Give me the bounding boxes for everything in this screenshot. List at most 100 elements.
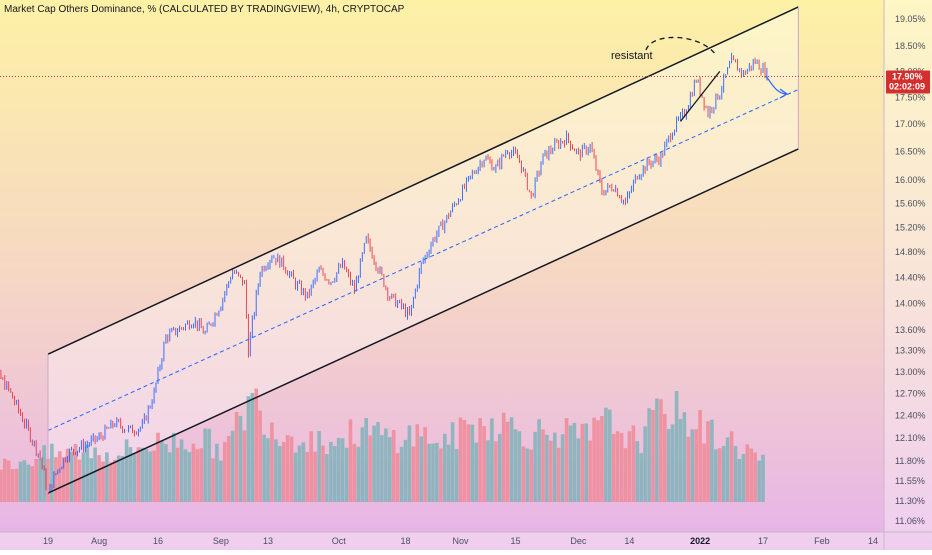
volume-bar xyxy=(615,431,620,502)
volume-bar xyxy=(3,458,7,502)
trend-segment[interactable] xyxy=(679,70,721,122)
x-tick-label: Sep xyxy=(213,536,229,546)
volume-bar xyxy=(553,432,557,502)
volume-bar xyxy=(761,454,765,502)
y-tick-label: 17.50% xyxy=(895,92,926,102)
volume-bar xyxy=(541,429,545,502)
volume-bar xyxy=(289,436,294,502)
y-tick-label: 18.50% xyxy=(895,41,926,51)
volume-bar xyxy=(65,448,70,502)
volume-bar xyxy=(384,428,388,502)
volume-bar xyxy=(348,419,353,502)
volume-bar xyxy=(737,459,742,502)
volume-bar xyxy=(745,444,750,502)
volume-bar xyxy=(191,443,196,502)
x-tick-label: 13 xyxy=(263,536,273,546)
volume-bar xyxy=(250,393,255,502)
volume-bar xyxy=(183,449,188,502)
volume-bar xyxy=(168,452,172,502)
x-tick-label: 2022 xyxy=(690,536,710,546)
volume-bar xyxy=(600,416,604,502)
volume-bar xyxy=(655,398,659,502)
volume-bar xyxy=(521,446,526,502)
volume-bar xyxy=(226,436,231,502)
volume-bar xyxy=(293,452,298,502)
time-axis[interactable]: 19 Aug 16 Sep 13 Oct 18 Nov 15 Dec 14 2022 17 Feb 14 xyxy=(43,536,878,546)
drawings[interactable] xyxy=(645,36,789,122)
volume-bar xyxy=(219,460,223,502)
volume-bar xyxy=(608,409,612,502)
volume-bar xyxy=(718,448,722,502)
volume-bar xyxy=(529,449,533,502)
volume-bar xyxy=(576,438,581,502)
x-tick-label: Dec xyxy=(570,536,587,546)
volume-bar xyxy=(639,453,643,502)
x-tick-label: 17 xyxy=(758,536,768,546)
projection-path[interactable] xyxy=(765,75,787,95)
volume-bar xyxy=(368,435,372,502)
volume-bar xyxy=(140,447,145,502)
channel-lower-line[interactable] xyxy=(47,148,799,494)
volume-bar xyxy=(360,427,365,502)
volume-bar xyxy=(659,399,663,502)
volume-bar xyxy=(682,412,687,502)
volume-bar xyxy=(509,417,514,502)
volume-bar xyxy=(427,443,431,502)
volume-bar xyxy=(435,442,439,502)
volume-bar xyxy=(623,448,628,502)
y-tick-label: 13.60% xyxy=(895,325,926,335)
volume-bar xyxy=(753,452,757,502)
volume-bar xyxy=(336,437,341,502)
volume-bar xyxy=(77,459,82,502)
volume-bar xyxy=(686,436,691,502)
volume-bar xyxy=(93,447,97,502)
volume-bar xyxy=(572,423,577,502)
volume-bar xyxy=(698,410,702,502)
volume-bar xyxy=(663,413,667,502)
resistant-label[interactable]: resistant xyxy=(611,50,653,62)
time-axis-background[interactable] xyxy=(0,532,932,550)
x-tick-label: 16 xyxy=(153,536,163,546)
volume-bar xyxy=(486,440,490,502)
channel-upper-line[interactable] xyxy=(47,6,799,355)
x-tick-label: 14 xyxy=(624,536,634,546)
volume-bar xyxy=(175,447,180,502)
volume-bar xyxy=(721,446,726,502)
volume-bar xyxy=(694,429,698,502)
volume-bar xyxy=(478,418,482,502)
volume-bar xyxy=(144,449,148,502)
volume-bar xyxy=(391,430,396,502)
candle-countdown-label: 02:02:09 xyxy=(889,82,925,92)
volume-bar xyxy=(710,419,714,502)
volume-bar xyxy=(89,458,93,502)
volume-bar xyxy=(297,445,302,502)
volume-bar xyxy=(242,430,247,502)
volume-bar xyxy=(588,440,592,502)
volume-bar xyxy=(148,451,152,502)
volume-bar xyxy=(266,438,270,502)
volume-bar xyxy=(199,448,203,502)
volume-bar xyxy=(58,451,62,502)
x-tick-label: Nov xyxy=(452,536,469,546)
volume-bar xyxy=(211,458,215,502)
volume-bar xyxy=(262,434,266,502)
volume-bar xyxy=(285,435,290,502)
price-tag-background xyxy=(886,70,930,94)
volume-bar xyxy=(281,442,286,502)
volume-bar xyxy=(38,459,42,502)
volume-bar xyxy=(592,417,596,502)
volume-bar xyxy=(73,444,78,502)
channel-mid-line[interactable] xyxy=(47,89,799,431)
y-tick-label: 13.00% xyxy=(895,367,926,377)
volume-bar xyxy=(22,460,27,502)
volume-bar xyxy=(6,460,11,502)
volume-bar xyxy=(678,418,683,502)
channel-lines[interactable] xyxy=(0,6,884,494)
y-tick-label: 14.40% xyxy=(895,272,926,282)
volume-bar xyxy=(490,418,494,502)
current-price-tag: 17.90% 02:02:09 xyxy=(886,70,930,94)
volume-bar xyxy=(171,432,176,502)
price-axis[interactable]: 19.05%18.50%18.00%17.50%17.00%16.50%16.0… xyxy=(895,14,926,526)
volume-bar xyxy=(466,424,471,502)
